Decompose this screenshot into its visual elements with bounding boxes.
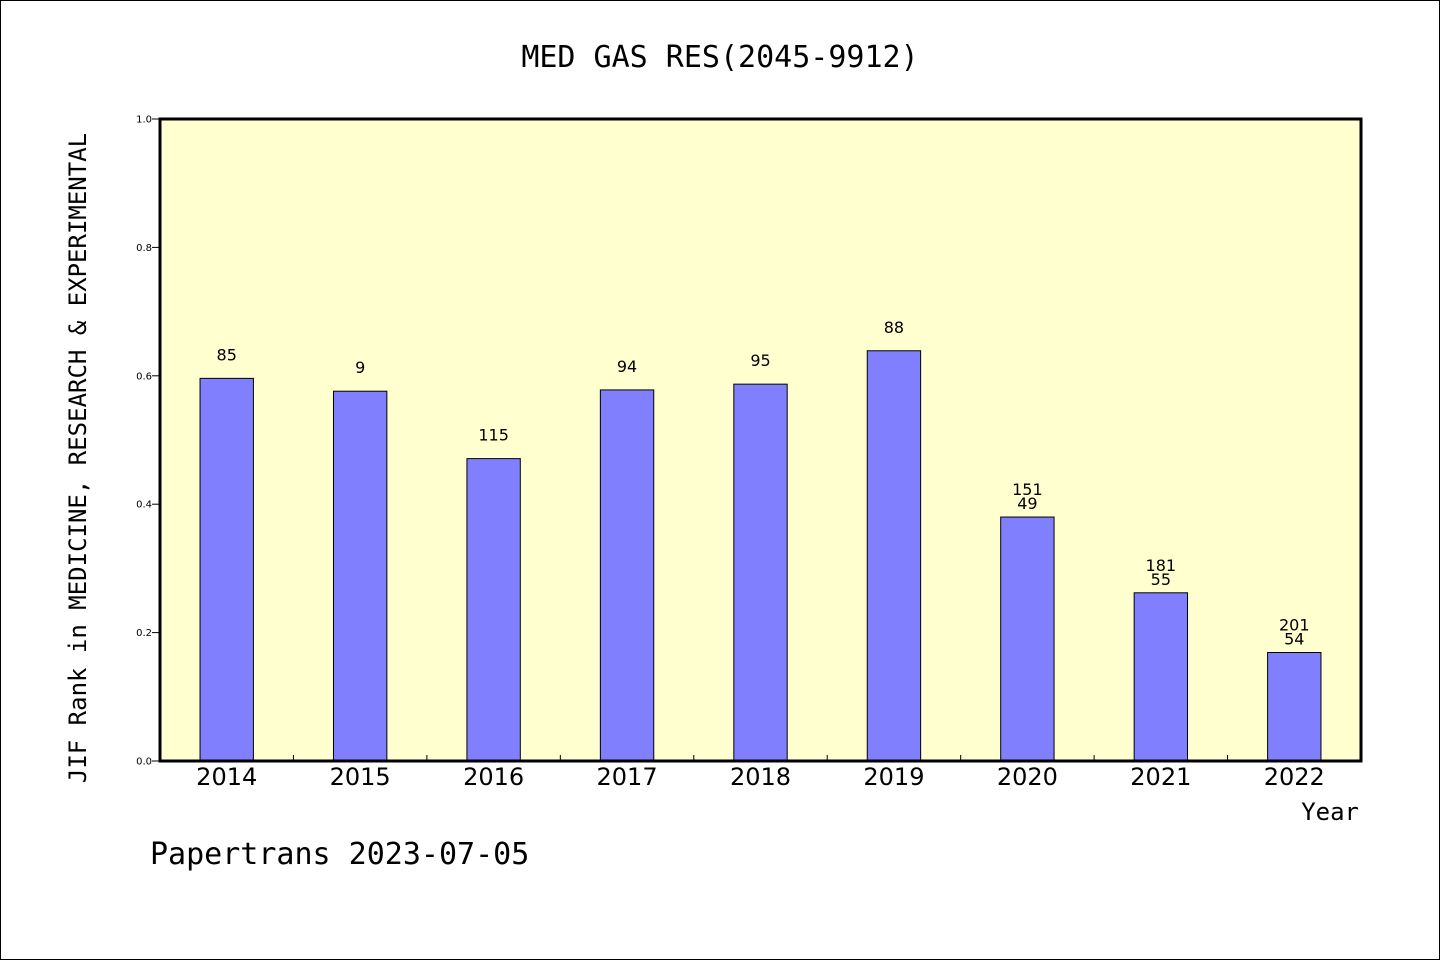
y-tick-label: 0.4 [136,500,152,511]
x-tick-label: 2015 [330,763,391,791]
bar-2015 [332,390,388,762]
bar-2022 [1267,652,1322,762]
bar-value-label: 95 [750,351,770,370]
bar-2019 [866,350,922,762]
x-tick-label: 2020 [997,763,1058,791]
bar-value-label: 181 [1146,556,1177,575]
bar-value-label: 94 [617,357,637,376]
bar-value-label: 88 [884,318,904,337]
y-tick-label: 0.8 [136,243,152,254]
footer-credit: Papertrans 2023-07-05 [150,837,529,872]
x-tick-label: 2017 [597,763,658,791]
y-tick-label: 1.0 [136,115,152,126]
x-tick-label: 2016 [463,763,524,791]
plot-border [158,117,1363,763]
bar-2014 [199,377,254,762]
bar-value-label: 49 [1017,494,1037,513]
bar-2021 [1133,592,1189,762]
x-tick-label: 2018 [730,763,791,791]
bar-2017 [599,389,655,762]
chart-title: MED GAS RES(2045-9912) [521,40,918,75]
bar-value-label: 85 [217,345,237,364]
y-axis-label: JIF Rank in MEDICINE, RESEARCH & EXPERIM… [64,133,92,783]
bar-value-label: 151 [1012,480,1043,499]
x-tick-label: 2014 [196,763,257,791]
bar-2020 [1000,516,1055,762]
y-tick-label: 0.6 [136,371,152,382]
bar-value-label: 9 [355,358,365,377]
x-axis-label: Year [1301,798,1359,826]
bar-value-label: 115 [478,426,509,445]
bar-2018 [733,383,788,762]
x-tick-label: 2022 [1264,763,1325,791]
y-tick-label: 0.0 [136,757,152,768]
y-tick-label: 0.2 [136,628,152,639]
bars-group [199,350,1322,762]
x-tick-label: 2019 [863,763,924,791]
bar-2016 [466,458,521,762]
x-axis: 2014 2015 2016 2017 2018 2019 2020 2021 2022 [196,755,1325,791]
x-tick-label: 2021 [1130,763,1191,791]
bar-value-label: 55 [1151,570,1171,589]
bar-value-label: 201 [1279,616,1310,635]
bar-value-label: 54 [1284,630,1304,649]
y-axis: 0.0 0.2 0.4 0.6 0.8 1.0 [136,115,160,768]
